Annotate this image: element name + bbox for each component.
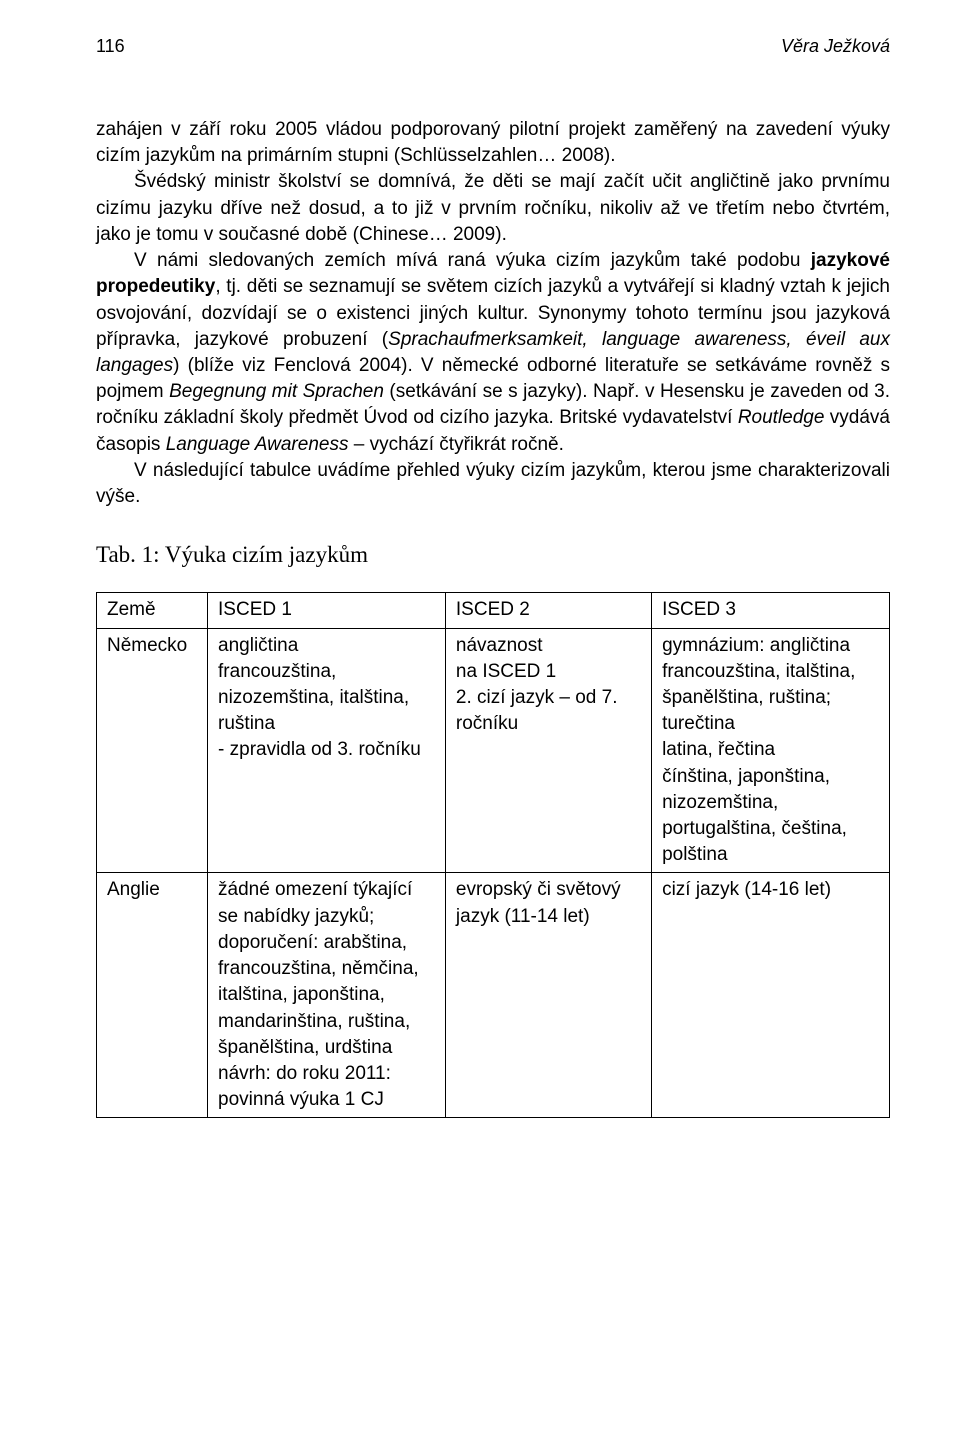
cell-country: Německo (97, 628, 208, 873)
cell-isced3: gymnázium: angličtinafrancouzština, ital… (652, 628, 890, 873)
header-isced1: ISCED 1 (208, 593, 446, 628)
cell-country: Anglie (97, 873, 208, 1118)
header-country: Země (97, 593, 208, 628)
table-caption: Tab. 1: Výuka cizím jazykům (96, 542, 890, 568)
table-header-row: Země ISCED 1 ISCED 2 ISCED 3 (97, 593, 890, 628)
language-table: Země ISCED 1 ISCED 2 ISCED 3 Německoangl… (96, 592, 890, 1118)
paragraph-3: V námi sledovaných zemích mívá raná výuk… (96, 248, 890, 458)
page-header: 116 Věra Ježková (96, 36, 890, 57)
page-number: 116 (96, 36, 125, 57)
header-isced3: ISCED 3 (652, 593, 890, 628)
paragraph-1: zahájen v září roku 2005 vládou podporov… (96, 117, 890, 169)
table-body: Německoangličtinafrancouzština, nizozemš… (97, 628, 890, 1118)
paragraph-2: Švédský ministr školství se domnívá, že … (96, 169, 890, 248)
cell-isced2: evropský či světový jazyk (11-14 let) (445, 873, 651, 1118)
table-row: Německoangličtinafrancouzština, nizozemš… (97, 628, 890, 873)
main-text: zahájen v září roku 2005 vládou podporov… (96, 117, 890, 510)
cell-isced1: angličtinafrancouzština, nizozemština, i… (208, 628, 446, 873)
header-isced2: ISCED 2 (445, 593, 651, 628)
cell-isced1: žádné omezení týkající se nabídky jazyků… (208, 873, 446, 1118)
cell-isced3: cizí jazyk (14-16 let) (652, 873, 890, 1118)
cell-isced2: návaznostna ISCED 12. cizí jazyk – od 7.… (445, 628, 651, 873)
author-name: Věra Ježková (781, 36, 890, 57)
paragraph-4: V následující tabulce uvádíme přehled vý… (96, 458, 890, 510)
table-row: Angliežádné omezení týkající se nabídky … (97, 873, 890, 1118)
